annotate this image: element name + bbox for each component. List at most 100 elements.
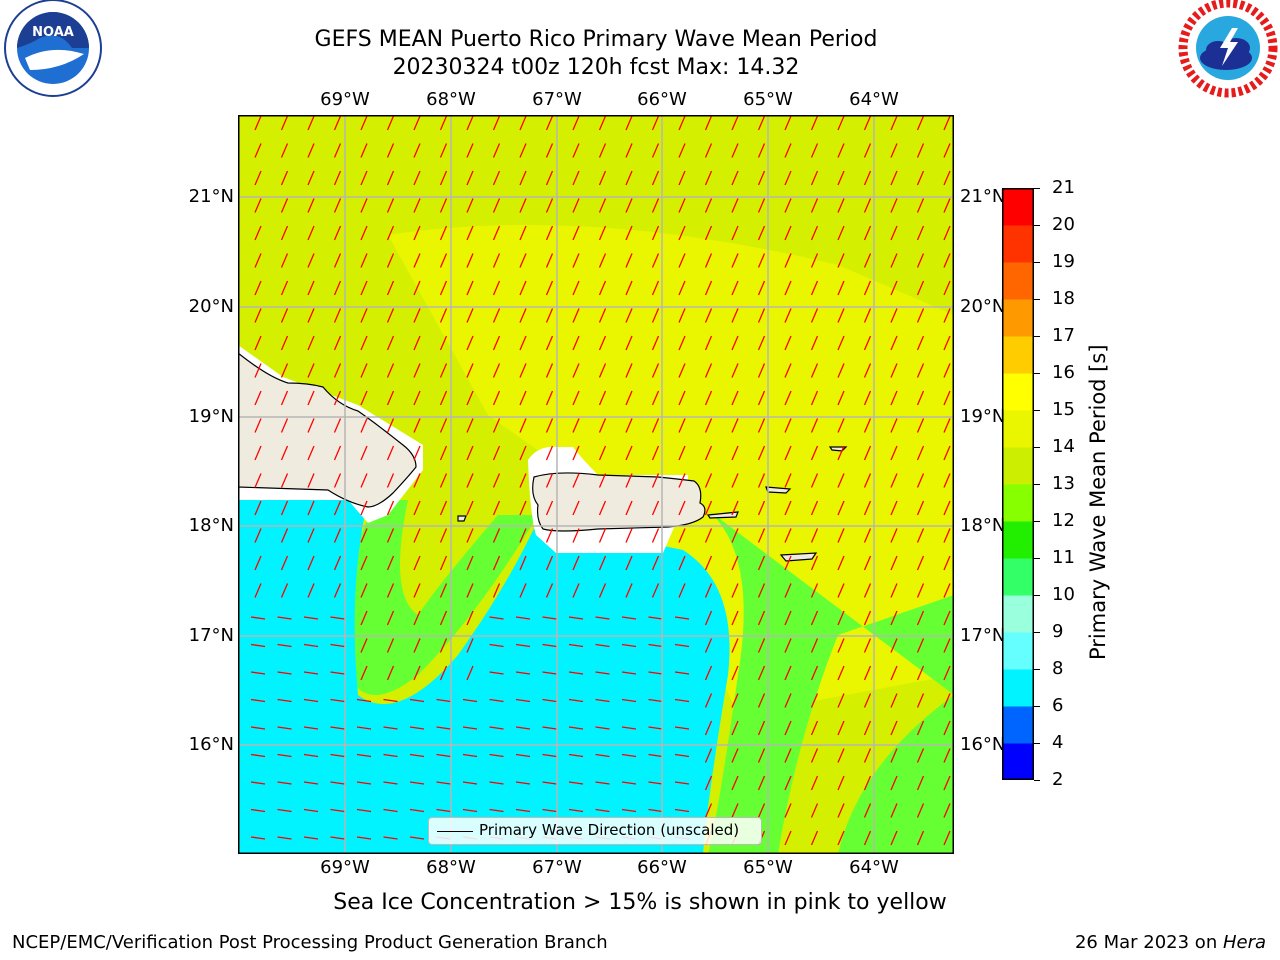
wave-direction-arrow	[837, 473, 845, 488]
wave-direction-arrow	[890, 720, 898, 736]
wave-direction-arrow	[674, 643, 690, 648]
wave-direction-arrow	[519, 143, 527, 158]
wave-direction-arrow	[651, 253, 660, 268]
wave-direction-arrow	[810, 555, 819, 571]
wave-direction-arrow	[731, 555, 739, 571]
wave-direction-arrow	[360, 583, 368, 598]
wave-direction-arrow	[280, 445, 289, 461]
wave-direction-arrow	[466, 143, 474, 158]
wave-direction-arrow	[356, 698, 372, 703]
wave-direction-arrow	[492, 115, 501, 131]
wave-direction-arrow	[757, 115, 766, 131]
wave-direction-arrow	[333, 390, 342, 406]
wave-direction-arrow	[572, 528, 580, 543]
wave-direction-arrow	[810, 308, 819, 323]
wave-direction-arrow	[303, 753, 319, 758]
wave-direction-arrow	[704, 335, 713, 351]
colorbar-cell	[1002, 558, 1034, 596]
wave-direction-arrow	[413, 253, 421, 268]
wave-direction-arrow	[916, 143, 925, 158]
wave-direction-arrow	[254, 115, 262, 131]
wave-direction-arrow	[863, 418, 872, 433]
wave-direction-arrow	[280, 390, 289, 406]
wave-direction-arrow	[462, 781, 478, 785]
wave-direction-arrow	[731, 445, 739, 461]
colorbar-tick-mark	[1034, 447, 1040, 448]
wave-direction-arrow	[466, 583, 474, 598]
wave-direction-arrow	[731, 143, 739, 158]
wave-direction-arrow	[704, 638, 713, 653]
footer-date: 26 Mar 2023 on Hera	[1075, 932, 1266, 953]
wave-direction-arrow	[704, 363, 713, 378]
wave-direction-arrow	[280, 473, 289, 488]
colorbar-cell	[1002, 595, 1034, 633]
wave-direction-arrow	[519, 418, 527, 433]
wave-direction-arrow	[277, 698, 292, 703]
wave-direction-arrow	[409, 753, 425, 758]
wave-direction-arrow	[784, 280, 792, 296]
colorbar-tick-label: 21	[1052, 177, 1075, 198]
wave-direction-arrow	[489, 698, 504, 703]
wave-direction-arrow	[757, 445, 766, 461]
wave-direction-arrow	[307, 253, 315, 268]
wave-direction-arrow	[280, 225, 289, 241]
colorbar-tick-mark	[1034, 336, 1040, 337]
wave-direction-arrow	[648, 781, 663, 785]
wave-direction-arrow	[572, 390, 580, 406]
wave-direction-arrow	[863, 775, 872, 791]
wave-direction-arrow	[466, 665, 474, 681]
wave-direction-arrow	[360, 638, 368, 653]
wave-direction-arrow	[943, 253, 951, 268]
colorbar-tick-label: 13	[1052, 473, 1075, 494]
wave-direction-arrow	[837, 748, 845, 763]
wave-direction-arrow	[837, 583, 845, 598]
colorbar-cell	[1002, 188, 1034, 226]
wave-direction-arrow	[250, 616, 266, 620]
wave-direction-arrow	[916, 253, 925, 268]
wave-direction-arrow	[731, 500, 739, 516]
wave-direction-arrow	[757, 500, 766, 516]
wave-direction-arrow	[916, 198, 925, 213]
wave-direction-arrow	[651, 115, 660, 131]
wave-direction-arrow	[916, 390, 925, 406]
wave-direction-arrow	[890, 500, 898, 516]
map-legend: Primary Wave Direction (unscaled)	[428, 817, 762, 845]
wave-direction-arrows	[250, 115, 951, 846]
wave-direction-arrow	[307, 500, 315, 516]
wave-direction-arrow	[545, 143, 554, 158]
wave-direction-arrow	[757, 363, 766, 378]
wave-direction-arrow	[542, 753, 557, 758]
wave-direction-arrow	[492, 555, 501, 571]
wave-direction-arrow	[307, 225, 315, 241]
wave-direction-arrow	[360, 500, 368, 516]
latitude-label-right: 21°N	[960, 186, 1006, 207]
wave-direction-arrow	[837, 610, 845, 626]
colorbar-cell	[1002, 410, 1034, 448]
wave-direction-arrow	[413, 280, 421, 296]
wave-direction-arrow	[466, 115, 474, 131]
wave-direction-arrow	[413, 143, 421, 158]
wave-direction-arrow	[572, 198, 580, 213]
wave-direction-arrow	[386, 473, 395, 488]
wave-direction-arrow	[466, 253, 474, 268]
wave-direction-arrow	[837, 775, 845, 791]
longitude-label-top: 69°W	[320, 89, 370, 110]
wave-direction-arrow	[625, 445, 633, 461]
longitude-label-bottom: 67°W	[532, 857, 582, 878]
latitude-label-right: 17°N	[960, 625, 1006, 646]
wave-direction-arrow	[330, 643, 345, 648]
wave-direction-arrow	[863, 610, 872, 626]
wave-direction-arrow	[621, 781, 637, 785]
wave-direction-arrow	[704, 418, 713, 433]
wave-direction-arrow	[303, 698, 319, 703]
wave-direction-arrow	[439, 280, 448, 296]
wave-direction-arrow	[466, 170, 474, 186]
wave-direction-arrow	[462, 726, 478, 730]
wave-direction-arrow	[731, 638, 739, 653]
wave-direction-arrow	[462, 808, 478, 813]
wave-direction-arrow	[277, 616, 292, 620]
colorbar-cell	[1002, 447, 1034, 485]
colorbar-tick-label: 12	[1052, 510, 1075, 531]
wave-direction-arrow	[943, 720, 951, 736]
colorbar-tick-mark	[1034, 743, 1040, 744]
